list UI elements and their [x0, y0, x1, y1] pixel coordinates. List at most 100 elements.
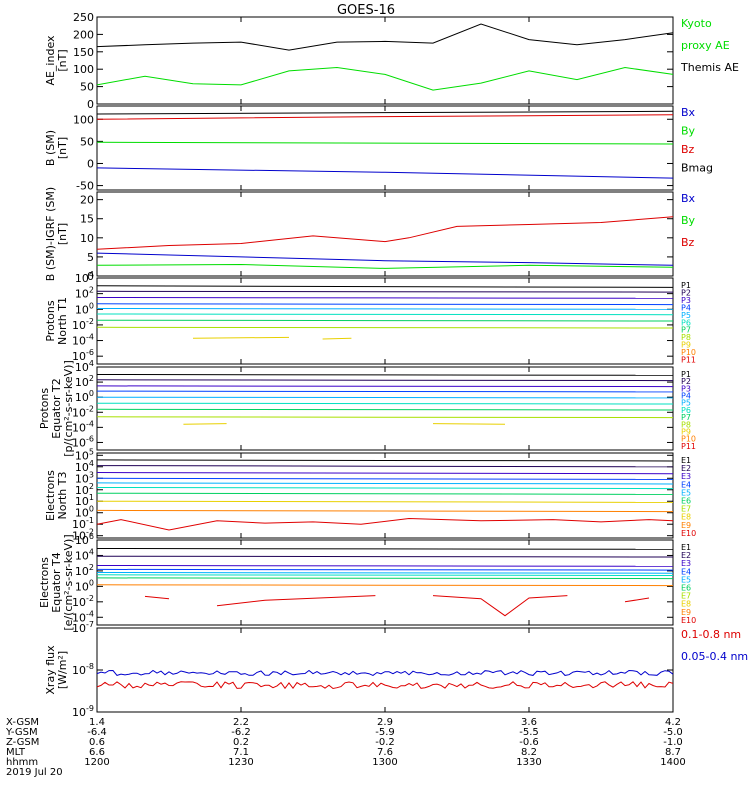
y-tick-label: 100: [73, 63, 94, 76]
y-axis-label: Protons: [44, 300, 57, 341]
tick-exponent: -2: [86, 404, 94, 413]
legend-entry: P3: [681, 384, 691, 393]
legend-entry: E8: [681, 513, 691, 522]
series-e7: [96, 577, 674, 580]
y-tick-label: 5: [87, 251, 94, 264]
tick-base: 10: [72, 706, 86, 719]
tick-exponent: -4: [86, 333, 94, 342]
legend-entry: Bz: [681, 143, 695, 156]
legend-entry: P11: [681, 356, 696, 365]
series-e2: [96, 555, 674, 558]
tick-exponent: -7: [86, 620, 94, 629]
legend-entry: P8: [681, 333, 691, 342]
tick-exponent: 0: [89, 578, 94, 587]
legend-entry: E5: [681, 488, 691, 497]
y-tick-label: 104: [75, 547, 94, 562]
legend-entry: P1: [681, 281, 691, 290]
tick-base: 10: [75, 391, 89, 404]
y-tick-label: 0: [87, 157, 94, 170]
series-e3: [96, 565, 674, 567]
series-e1: [96, 459, 674, 462]
x-axis-labels: X-GSM 1.4 2.2 2.9 3.6 4.2 Y-GSM -6.4 -6.2 -5.9 -5.…: [5, 717, 686, 778]
y-tick-label: 102: [75, 374, 94, 389]
series-p4: [96, 390, 674, 393]
tick-exponent: 5: [89, 447, 94, 456]
series-e8: [96, 584, 674, 587]
series-p4: [96, 303, 674, 306]
y-tick-label: 10-8: [72, 662, 94, 677]
series-p5: [96, 308, 674, 310]
tick-base: 10: [72, 350, 86, 363]
y-tick-label: 10-4: [72, 419, 94, 434]
y-axis-label: Equator T2: [50, 378, 63, 438]
legend-entry: Bmag: [681, 162, 713, 175]
y-tick-label: 50: [80, 135, 94, 148]
x-row-value: -5.0: [663, 727, 683, 738]
y-axis-label: B (SM): [44, 130, 57, 166]
legend-entry: P6: [681, 318, 691, 327]
legend-entry: E6: [681, 497, 691, 506]
legend-entry: E1: [681, 543, 691, 552]
y-tick-label: 102: [75, 563, 94, 578]
legend-entry: P4: [681, 392, 691, 401]
y-tick-label: 15: [80, 213, 94, 226]
legend-entry: P1: [681, 370, 691, 379]
tick-base: 10: [72, 518, 86, 531]
y-axis-label: [e/(cm²-s-sr-keV)]: [62, 534, 75, 630]
x-row-value: 1400: [660, 757, 685, 768]
x-row-value: 0.2: [233, 737, 249, 748]
panel-b-sm: 100 50 0 -50 B (SM) [nT] Bx By Bz Bmag: [44, 105, 713, 193]
legend-entry: P6: [681, 406, 691, 415]
tick-base: 10: [75, 288, 89, 301]
tick-base: 10: [72, 406, 86, 419]
legend-entry: E8: [681, 600, 691, 609]
series-e9: [96, 509, 674, 513]
legend-entry: P4: [681, 303, 691, 312]
x-row-value: -5.9: [375, 727, 395, 738]
tick-exponent: 0: [89, 389, 94, 398]
series-p1: [96, 374, 674, 376]
x-row-label: X-GSM: [6, 717, 39, 728]
y-tick-label: 10-2: [72, 404, 94, 419]
legend-entry: P10: [681, 348, 696, 357]
tick-exponent: -8: [86, 662, 94, 671]
series-p5: [96, 396, 674, 399]
series-e8: [96, 500, 674, 503]
x-row-label: Y-GSM: [5, 727, 38, 738]
tick-exponent: 4: [89, 459, 94, 468]
y-tick-label: 10-2: [72, 528, 94, 543]
y-axis-label: AE_index: [44, 35, 57, 86]
legend-entry: P7: [681, 326, 691, 335]
tick-base: 10: [75, 534, 89, 547]
tick-exponent: 6: [89, 532, 94, 541]
legend-entry: P10: [681, 435, 696, 444]
x-row-value: 2.2: [233, 717, 249, 728]
series-p2: [96, 379, 674, 382]
y-tick-label: 100: [75, 389, 94, 404]
series-p6: [96, 313, 674, 316]
y-tick-label: 105: [75, 447, 94, 462]
legend-entry: E3: [681, 472, 691, 481]
x-row-value: 1300: [372, 757, 397, 768]
legend-entry: Bx: [681, 192, 696, 205]
series-0-05-0-4-nm: [96, 669, 674, 676]
series-p7: [96, 408, 674, 411]
series-p7: [96, 319, 674, 322]
y-tick-label: 100: [75, 301, 94, 316]
legend-entry: E5: [681, 575, 691, 584]
tick-exponent: 2: [89, 482, 94, 491]
series-e9: [144, 595, 170, 600]
series-p1: [96, 285, 674, 288]
x-row-value: 3.6: [521, 717, 537, 728]
x-row-value: 1230: [228, 757, 253, 768]
tick-exponent: -1: [86, 516, 94, 525]
panel-frame: [96, 627, 674, 713]
panel-frame: [96, 539, 674, 626]
legend-entry: E10: [681, 616, 696, 625]
x-row-value: 0.6: [89, 737, 105, 748]
y-tick-label: 104: [75, 359, 94, 374]
y-tick-label: 250: [73, 11, 94, 24]
tick-base: 10: [72, 664, 86, 677]
